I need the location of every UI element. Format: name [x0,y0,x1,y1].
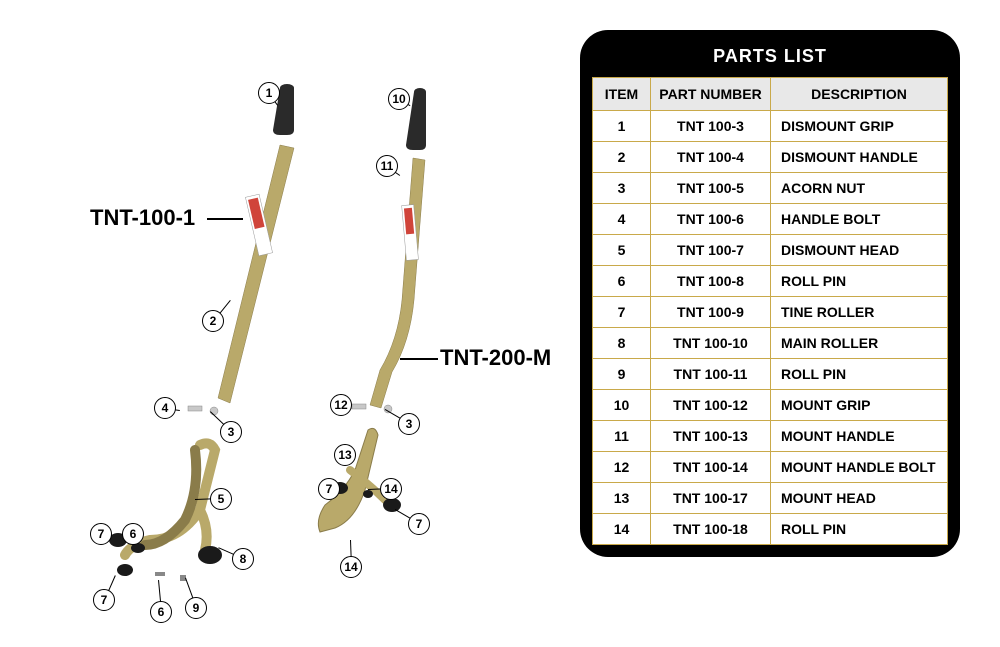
assembly-label-right: TNT-200-M [440,345,551,371]
cell-item: 5 [593,235,651,266]
cell-part-number: TNT 100-10 [651,328,771,359]
assembly-label-leader [207,218,243,220]
callout-balloon: 4 [154,397,176,419]
table-row: 14TNT 100-18ROLL PIN [593,514,948,545]
table-row: 6TNT 100-8ROLL PIN [593,266,948,297]
cell-item: 7 [593,297,651,328]
cell-description: HANDLE BOLT [771,204,948,235]
callout-balloon: 8 [232,548,254,570]
callout-balloon: 3 [398,413,420,435]
table-row: 13TNT 100-17MOUNT HEAD [593,483,948,514]
cell-item: 14 [593,514,651,545]
assembly-label-left: TNT-100-1 [90,205,195,231]
cell-description: TINE ROLLER [771,297,948,328]
table-row: 12TNT 100-14MOUNT HANDLE BOLT [593,452,948,483]
cell-part-number: TNT 100-9 [651,297,771,328]
callout-balloon: 7 [318,478,340,500]
callout-balloon: 6 [122,523,144,545]
callout-balloon: 13 [334,444,356,466]
cell-part-number: TNT 100-6 [651,204,771,235]
parts-list-table: ITEM PART NUMBER DESCRIPTION 1TNT 100-3D… [592,77,948,545]
cell-item: 10 [593,390,651,421]
callout-balloon: 10 [388,88,410,110]
table-row: 8TNT 100-10MAIN ROLLER [593,328,948,359]
cell-description: DISMOUNT HANDLE [771,142,948,173]
parts-header-item: ITEM [593,78,651,111]
parts-header-pn: PART NUMBER [651,78,771,111]
table-row: 4TNT 100-6HANDLE BOLT [593,204,948,235]
cell-description: ROLL PIN [771,514,948,545]
cell-item: 12 [593,452,651,483]
cell-description: DISMOUNT HEAD [771,235,948,266]
cell-part-number: TNT 100-18 [651,514,771,545]
cell-description: MOUNT HANDLE [771,421,948,452]
callout-balloon: 14 [340,556,362,578]
callout-balloon: 14 [380,478,402,500]
cell-item: 2 [593,142,651,173]
table-row: 5TNT 100-7DISMOUNT HEAD [593,235,948,266]
callout-balloon: 7 [90,523,112,545]
cell-item: 13 [593,483,651,514]
cell-item: 3 [593,173,651,204]
table-row: 1TNT 100-3DISMOUNT GRIP [593,111,948,142]
assembly-svg [0,0,580,647]
table-row: 11TNT 100-13MOUNT HANDLE [593,421,948,452]
callout-balloon: 7 [93,589,115,611]
cell-part-number: TNT 100-13 [651,421,771,452]
cell-description: ACORN NUT [771,173,948,204]
cell-part-number: TNT 100-12 [651,390,771,421]
callout-balloon: 5 [210,488,232,510]
table-row: 9TNT 100-11ROLL PIN [593,359,948,390]
table-row: 10TNT 100-12MOUNT GRIP [593,390,948,421]
callout-balloon: 9 [185,597,207,619]
cell-description: ROLL PIN [771,266,948,297]
cell-part-number: TNT 100-17 [651,483,771,514]
cell-item: 9 [593,359,651,390]
callout-balloon: 7 [408,513,430,535]
callout-balloon: 11 [376,155,398,177]
parts-header-desc: DESCRIPTION [771,78,948,111]
table-row: 3TNT 100-5ACORN NUT [593,173,948,204]
table-row: 2TNT 100-4DISMOUNT HANDLE [593,142,948,173]
cell-description: ROLL PIN [771,359,948,390]
cell-part-number: TNT 100-5 [651,173,771,204]
callout-balloon: 2 [202,310,224,332]
cell-item: 4 [593,204,651,235]
cell-item: 11 [593,421,651,452]
cell-item: 1 [593,111,651,142]
cell-part-number: TNT 100-3 [651,111,771,142]
cell-description: MOUNT HEAD [771,483,948,514]
callout-balloon: 1 [258,82,280,104]
cell-item: 8 [593,328,651,359]
cell-description: MOUNT GRIP [771,390,948,421]
table-row: 7TNT 100-9TINE ROLLER [593,297,948,328]
cell-part-number: TNT 100-8 [651,266,771,297]
cell-description: DISMOUNT GRIP [771,111,948,142]
callout-balloon: 3 [220,421,242,443]
assembly-label-leader [400,358,438,360]
parts-list-title: PARTS LIST [592,42,948,77]
cell-part-number: TNT 100-14 [651,452,771,483]
cell-description: MOUNT HANDLE BOLT [771,452,948,483]
callout-balloon: 6 [150,601,172,623]
parts-list-panel: PARTS LIST ITEM PART NUMBER DESCRIPTION … [580,30,960,557]
cell-description: MAIN ROLLER [771,328,948,359]
cell-part-number: TNT 100-7 [651,235,771,266]
cell-item: 6 [593,266,651,297]
cell-part-number: TNT 100-4 [651,142,771,173]
exploded-diagram: TNT-100-1 TNT-200-M 1 10 11 2 4 3 12 3 13 7 14 7 14 5… [0,0,580,647]
cell-part-number: TNT 100-11 [651,359,771,390]
callout-balloon: 12 [330,394,352,416]
